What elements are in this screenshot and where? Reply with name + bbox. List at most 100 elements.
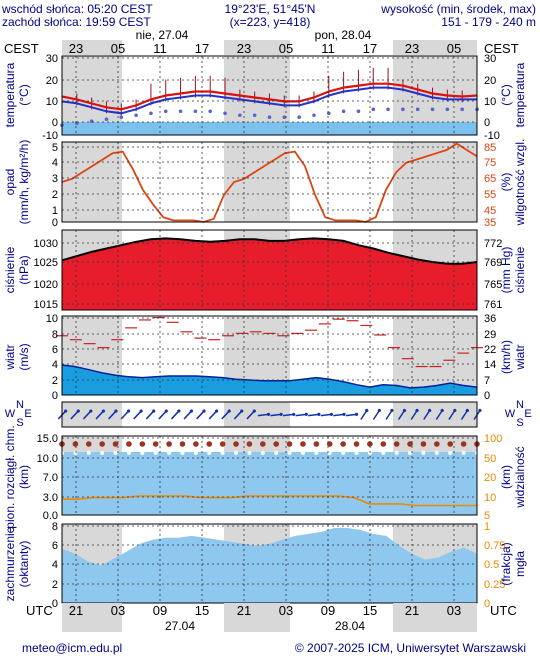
- date2-label: 28.04: [335, 619, 365, 633]
- y-tick-label-right: 0.25: [484, 579, 505, 591]
- y-tick-label-left: 3.0: [43, 492, 58, 504]
- cloud-base-point: [393, 441, 400, 447]
- y-tick-label-left: 2: [52, 375, 58, 387]
- bottom-hour-label: 15: [195, 603, 209, 618]
- cloud-base-point: [233, 441, 239, 447]
- wind-direction-head: [126, 409, 131, 413]
- bottom-hour-label: 15: [363, 603, 377, 618]
- min-temp-point: [312, 113, 316, 118]
- wind-direction-arrow: [120, 410, 130, 420]
- footer-email[interactable]: meteo@icm.edu.pl: [22, 641, 122, 655]
- below-zero-band: [62, 122, 477, 135]
- cloud-top-point: [381, 451, 386, 455]
- top-hour-label: 05: [447, 41, 461, 56]
- min-temp-point: [297, 115, 301, 120]
- y-tick-label-left: 0: [52, 217, 58, 229]
- cloud-top-point: [86, 451, 91, 455]
- y-tick-label-right: 65: [484, 173, 496, 185]
- y-tick-label-left: 10: [46, 96, 58, 108]
- min-temp-point: [326, 111, 331, 116]
- day1-label: nie, 27.04: [136, 28, 189, 42]
- min-temp-point: [460, 107, 464, 112]
- cloud-top-point: [260, 451, 265, 455]
- min-temp-point: [356, 109, 361, 114]
- min-temp-point: [223, 111, 227, 116]
- top-hour-label: 23: [69, 41, 83, 56]
- humidity-unit-right: (%): [499, 173, 513, 192]
- wind-direction-head: [266, 412, 271, 416]
- cloud-base-point: [260, 441, 266, 447]
- wind-direction-arrow: [308, 413, 319, 417]
- y-tick-label-right: 0: [484, 117, 490, 129]
- wind-direction-head: [402, 408, 407, 413]
- cloud-base-point: [460, 441, 467, 447]
- wind-direction-arrow: [372, 410, 380, 420]
- cloud-top-point: [300, 451, 305, 455]
- y-tick-label-right: 14: [484, 359, 496, 371]
- wind-direction-head: [377, 408, 381, 413]
- cloud-top-point: [193, 451, 198, 455]
- wind-direction-arrow: [295, 413, 307, 417]
- y-tick-label-left: 4: [52, 157, 58, 169]
- wind-direction-head: [465, 408, 469, 413]
- wind-direction-arrow: [460, 410, 469, 420]
- min-temp-point: [149, 111, 153, 116]
- wind-direction-arrow: [221, 410, 230, 420]
- y-tick-label-right: 29: [484, 329, 496, 341]
- min-temp-point: [430, 107, 435, 112]
- pressure-area: [62, 238, 477, 310]
- panel-border: [61, 141, 478, 223]
- min-temp-point: [282, 115, 287, 120]
- wind-direction-arrow: [320, 413, 332, 417]
- tz-left-top: CEST: [4, 41, 39, 56]
- cloud-top-point: [167, 451, 172, 455]
- wind-direction-head: [189, 409, 194, 413]
- min-temp-point: [386, 107, 390, 112]
- y-tick-label-left: 2: [52, 579, 58, 591]
- cloud-top-point: [434, 451, 439, 455]
- y-tick-label-left: 0: [52, 390, 58, 402]
- cloud-top-point: [287, 451, 292, 455]
- wind-direction-arrow: [233, 410, 243, 420]
- y-tick-label-right: 75: [484, 157, 496, 169]
- cloud-base-point: [434, 441, 440, 447]
- vis-unit-right: (km): [499, 465, 513, 489]
- y-tick-label-right: 20: [484, 75, 496, 87]
- tz-left-bottom: UTC: [26, 603, 53, 618]
- wind-direction-arrow: [208, 410, 218, 420]
- y-tick-label-right: 36: [484, 313, 496, 325]
- temp-label-left: temperatura: [3, 62, 17, 127]
- min-temp-point: [401, 107, 405, 112]
- footer-copyright: © 2007-2025 ICM, Uniwersytet Warszawski: [295, 641, 526, 655]
- y-tick-label-right: 22: [484, 344, 496, 356]
- wind-unit-right: (km/h): [499, 340, 513, 374]
- pressure-label-left: ciśnienie: [3, 246, 17, 293]
- grid-text: (x=223, y=418): [230, 15, 311, 29]
- wind-direction-arrow: [345, 413, 357, 417]
- night-band: [393, 316, 477, 395]
- wind-direction-arrow: [170, 410, 180, 420]
- y-tick-label-left: 3: [52, 173, 58, 185]
- top-hour-label: 23: [405, 41, 419, 56]
- precip-label-left: opad: [3, 169, 17, 196]
- y-tick-label-right: 1: [484, 521, 490, 533]
- min-temp-point: [178, 109, 183, 114]
- y-tick-label-left: 0: [52, 598, 58, 610]
- cloud-base-point: [367, 441, 373, 447]
- day2-label: pon, 28.04: [315, 28, 372, 42]
- tz-right-bottom: UTC: [490, 603, 517, 618]
- wind-direction-arrow: [435, 410, 443, 420]
- temp-unit-right: (°C): [499, 84, 513, 105]
- y-tick-label-left: 4: [52, 559, 58, 571]
- wind-direction-head: [152, 409, 156, 413]
- cloud-base-point: [313, 441, 320, 447]
- y-tick-label-left: 1015: [34, 299, 58, 311]
- wind-direction-head: [177, 409, 181, 413]
- y-tick-label-left: 0.0: [43, 510, 58, 522]
- wind-direction-head: [164, 409, 168, 413]
- wind-direction-head: [292, 412, 296, 416]
- min-temp-point: [371, 107, 376, 112]
- pressure-line: [61, 237, 478, 265]
- top-hour-label: 17: [363, 41, 377, 56]
- y-tick-label-right: 772: [484, 238, 502, 250]
